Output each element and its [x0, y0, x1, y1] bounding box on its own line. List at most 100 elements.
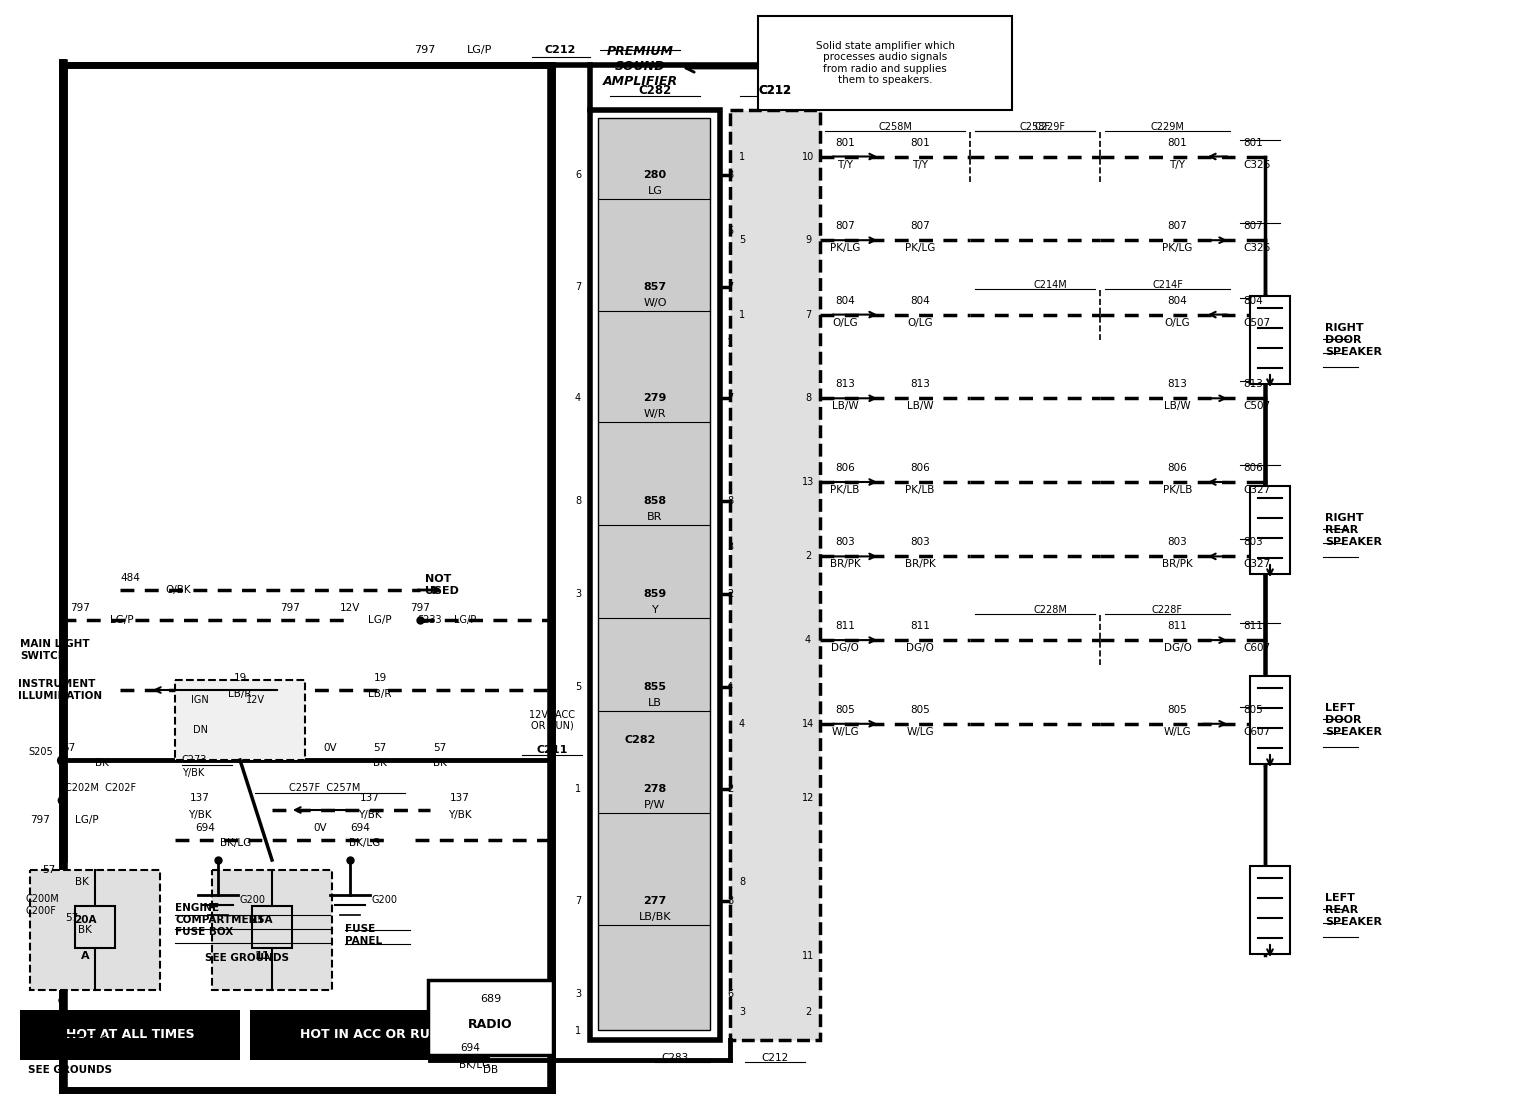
Text: W/LG: W/LG — [906, 727, 934, 737]
Text: W/LG: W/LG — [1164, 727, 1192, 737]
Text: DB: DB — [482, 1065, 498, 1075]
Text: 278: 278 — [644, 784, 667, 794]
Text: 805: 805 — [1243, 705, 1263, 715]
Text: 813: 813 — [1243, 380, 1263, 390]
Text: SEE GROUNDS: SEE GROUNDS — [28, 1065, 112, 1075]
Text: BK: BK — [75, 877, 89, 887]
Text: C258M: C258M — [879, 121, 912, 131]
Text: 11: 11 — [255, 952, 270, 962]
Text: 1: 1 — [574, 784, 581, 794]
Text: 689: 689 — [479, 994, 501, 1004]
Text: C258F: C258F — [1020, 121, 1051, 131]
Text: Y/BK: Y/BK — [189, 810, 212, 820]
Text: C326: C326 — [1243, 159, 1270, 169]
Text: 797: 797 — [31, 815, 49, 825]
Text: 13: 13 — [802, 477, 814, 487]
Text: NOT
USED: NOT USED — [425, 574, 459, 595]
Text: 8: 8 — [727, 170, 733, 180]
Text: A: A — [81, 952, 89, 962]
Text: 804: 804 — [911, 296, 929, 306]
Text: 806: 806 — [836, 463, 856, 473]
Text: 12: 12 — [802, 794, 814, 804]
Text: 8: 8 — [727, 896, 733, 906]
Text: BK/LG: BK/LG — [459, 1060, 490, 1070]
Text: 1: 1 — [574, 1026, 581, 1036]
Bar — [20, 1009, 240, 1060]
Text: Y: Y — [651, 604, 659, 614]
Text: LG/P: LG/P — [369, 615, 392, 626]
Text: RIGHT
DOOR
SPEAKER: RIGHT DOOR SPEAKER — [1326, 324, 1382, 356]
Text: C282: C282 — [639, 83, 671, 97]
Text: Y/BK: Y/BK — [181, 768, 204, 778]
Text: 805: 805 — [836, 705, 856, 715]
Text: LG/P: LG/P — [75, 815, 98, 825]
Text: C229M: C229M — [1150, 121, 1184, 131]
Text: 803: 803 — [1243, 538, 1263, 548]
Text: PK/LB: PK/LB — [831, 485, 860, 495]
Text: 855: 855 — [644, 681, 667, 691]
Text: 797: 797 — [410, 603, 430, 613]
Text: C507: C507 — [1243, 317, 1270, 327]
Text: C212: C212 — [762, 1053, 788, 1063]
Text: 801: 801 — [1243, 138, 1263, 148]
Text: BK: BK — [373, 758, 387, 768]
Text: 801: 801 — [911, 138, 929, 148]
Text: 57: 57 — [41, 865, 55, 875]
Text: 694: 694 — [350, 823, 370, 833]
Text: 3: 3 — [574, 589, 581, 599]
Text: 5: 5 — [574, 681, 581, 691]
Text: LG/P: LG/P — [111, 615, 134, 626]
Text: BR/PK: BR/PK — [829, 560, 860, 570]
Text: INSTRUMENT
ILLUMINATION: INSTRUMENT ILLUMINATION — [18, 679, 101, 701]
Text: W/O: W/O — [644, 297, 667, 307]
Text: C273: C273 — [181, 755, 207, 765]
Text: 137: 137 — [190, 792, 210, 802]
Text: O/BK: O/BK — [164, 585, 190, 595]
Text: 57: 57 — [61, 743, 75, 754]
Text: 807: 807 — [1167, 221, 1187, 232]
Bar — [252, 906, 292, 948]
Text: 797: 797 — [71, 603, 91, 613]
Text: C282: C282 — [624, 735, 656, 745]
Text: DG/O: DG/O — [831, 643, 859, 653]
Bar — [250, 1009, 490, 1060]
Text: 803: 803 — [911, 538, 929, 548]
Text: T/Y: T/Y — [1169, 159, 1186, 169]
Text: C327: C327 — [1243, 560, 1270, 570]
Text: 804: 804 — [1243, 296, 1263, 306]
Text: 7: 7 — [805, 309, 811, 319]
Text: 2: 2 — [727, 589, 733, 599]
Text: LG/P: LG/P — [453, 615, 476, 626]
Text: 6: 6 — [727, 988, 733, 998]
Bar — [31, 870, 160, 989]
Text: 806: 806 — [1167, 463, 1187, 473]
Text: BR/PK: BR/PK — [905, 560, 935, 570]
Text: C607: C607 — [1243, 643, 1270, 653]
Text: BK: BK — [433, 758, 447, 768]
Text: BR/PK: BR/PK — [1163, 560, 1193, 570]
Text: O/LG: O/LG — [908, 317, 932, 327]
Text: LB/R: LB/R — [229, 689, 252, 699]
Text: 811: 811 — [1243, 621, 1263, 631]
Text: O/LG: O/LG — [1164, 317, 1190, 327]
Text: P/W: P/W — [644, 800, 665, 810]
Text: LEFT
DOOR
SPEAKER: LEFT DOOR SPEAKER — [1326, 703, 1382, 737]
Text: LEFT
REAR
SPEAKER: LEFT REAR SPEAKER — [1326, 894, 1382, 927]
Text: 57: 57 — [433, 743, 447, 754]
Text: 2: 2 — [727, 784, 733, 794]
Text: G201: G201 — [88, 1035, 114, 1045]
Text: 813: 813 — [1167, 380, 1187, 390]
Text: PK/LG: PK/LG — [829, 244, 860, 253]
Text: T/Y: T/Y — [912, 159, 928, 169]
Text: PK/LB: PK/LB — [1163, 485, 1192, 495]
Text: S205: S205 — [28, 747, 52, 757]
Text: 57: 57 — [373, 743, 387, 754]
Bar — [1250, 296, 1290, 384]
Text: DN: DN — [192, 725, 207, 735]
Text: 1: 1 — [727, 337, 733, 347]
Text: 805: 805 — [911, 705, 929, 715]
Text: 7: 7 — [727, 282, 733, 292]
Text: HOT IN ACC OR RUN: HOT IN ACC OR RUN — [300, 1028, 439, 1042]
Text: 20A: 20A — [74, 915, 97, 925]
Text: 694: 694 — [461, 1043, 479, 1053]
